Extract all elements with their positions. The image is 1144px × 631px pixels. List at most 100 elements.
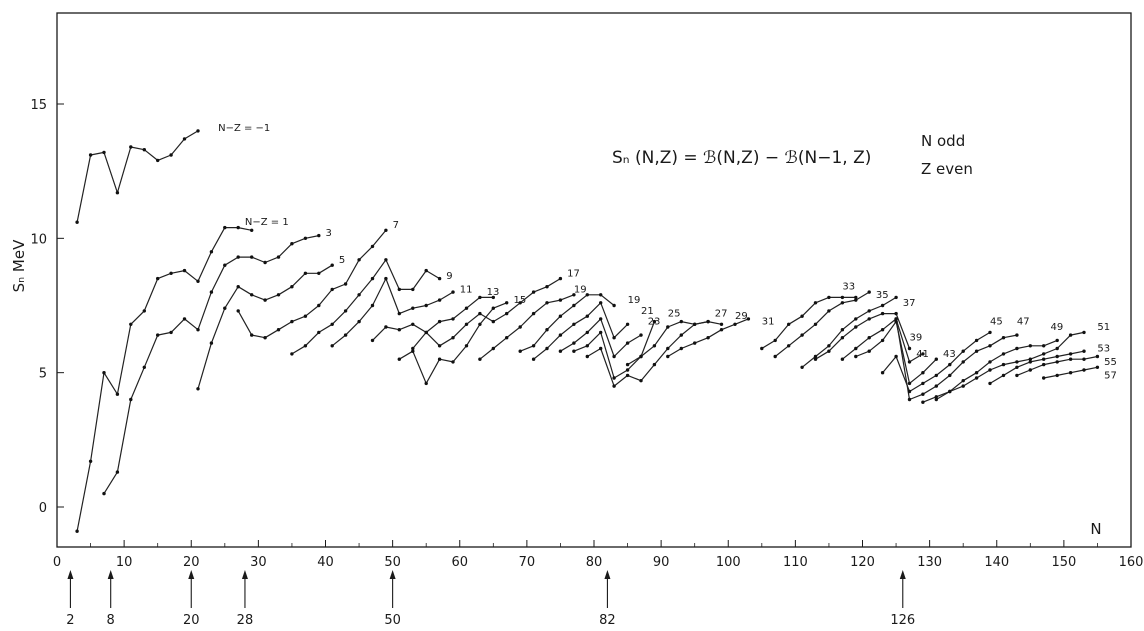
data-point xyxy=(907,397,912,402)
data-point xyxy=(652,344,657,348)
data-point xyxy=(599,346,603,351)
data-point xyxy=(75,220,79,224)
data-point xyxy=(290,242,294,246)
data-point xyxy=(531,290,536,294)
data-point xyxy=(787,344,791,348)
y-tick-label: 15 xyxy=(30,98,47,113)
data-point xyxy=(1028,344,1033,348)
data-point xyxy=(894,319,898,324)
x-tick-label: 140 xyxy=(984,555,1009,570)
x-tick-label: 0 xyxy=(53,555,61,570)
data-point xyxy=(894,311,898,316)
magic-number-arrowhead xyxy=(899,570,906,579)
data-point xyxy=(867,309,871,313)
data-point xyxy=(572,341,576,345)
data-point xyxy=(827,295,831,300)
data-point xyxy=(787,322,791,326)
y-axis-title: Sₙ MeV xyxy=(10,239,28,292)
data-point xyxy=(840,357,845,361)
data-point xyxy=(317,330,321,335)
data-point xyxy=(411,349,415,353)
data-point xyxy=(572,322,576,326)
data-point xyxy=(840,301,845,305)
data-point xyxy=(612,303,616,308)
data-point xyxy=(169,330,173,335)
x-tick-label: 90 xyxy=(653,555,670,570)
curve-label: 55 xyxy=(1104,357,1117,368)
magic-number-arrowhead xyxy=(107,570,114,579)
data-point xyxy=(531,357,536,361)
data-point xyxy=(907,389,912,394)
data-point xyxy=(921,352,925,356)
data-point xyxy=(974,376,979,380)
data-point xyxy=(1015,373,1019,378)
curve-label: 47 xyxy=(1017,317,1030,328)
data-point xyxy=(424,303,428,308)
data-point xyxy=(1082,330,1086,335)
data-point xyxy=(840,295,845,300)
data-point xyxy=(1068,371,1073,375)
data-point xyxy=(1042,352,1046,356)
curve-label: 27 xyxy=(715,309,728,320)
y-tick-label: 0 xyxy=(39,501,47,516)
series-line-35-19 xyxy=(774,291,870,357)
series-line-53-28 xyxy=(989,350,1085,384)
data-point xyxy=(800,314,804,318)
data-point xyxy=(854,298,858,302)
curve-label: 53 xyxy=(1097,344,1110,355)
data-point xyxy=(451,360,455,364)
data-point xyxy=(612,376,616,380)
curve-label: 13 xyxy=(487,287,500,298)
data-point xyxy=(1068,352,1073,356)
data-point xyxy=(1042,357,1046,361)
data-point xyxy=(1055,373,1059,378)
data-point xyxy=(827,344,831,348)
data-point xyxy=(424,330,428,335)
series-line-17-9 xyxy=(412,278,561,349)
data-point xyxy=(773,354,777,359)
data-point xyxy=(558,314,563,318)
data-point xyxy=(545,301,549,305)
data-point xyxy=(827,349,831,353)
series-line-19-10 xyxy=(479,294,575,360)
magic-number-label: 126 xyxy=(890,613,915,628)
data-point xyxy=(988,368,992,372)
magic-number-arrowhead xyxy=(67,570,74,579)
data-point xyxy=(585,330,589,335)
data-point xyxy=(236,285,240,289)
magic-number-label: 2 xyxy=(66,613,74,628)
data-point xyxy=(169,153,173,157)
data-point xyxy=(625,373,630,378)
data-point xyxy=(652,362,657,367)
data-point xyxy=(505,311,509,316)
data-point xyxy=(478,295,482,300)
data-point xyxy=(558,276,563,281)
data-point xyxy=(370,276,375,281)
data-point xyxy=(572,293,576,297)
data-point xyxy=(625,362,630,367)
data-point xyxy=(599,293,603,297)
series-line-25-14 xyxy=(573,321,655,379)
x-tick-label: 110 xyxy=(783,555,808,570)
data-point xyxy=(760,346,764,351)
x-tick-label: 40 xyxy=(317,555,334,570)
data-point xyxy=(478,311,482,316)
data-point xyxy=(854,354,858,359)
data-point xyxy=(411,346,415,351)
curve-label: 19 xyxy=(628,295,641,306)
curve-label: 23 xyxy=(648,317,661,328)
data-point xyxy=(961,360,965,364)
data-point xyxy=(1028,368,1033,372)
data-point xyxy=(451,336,455,340)
data-point xyxy=(156,158,160,163)
data-point xyxy=(639,333,643,337)
data-point xyxy=(464,306,469,310)
data-point xyxy=(1068,333,1073,337)
curve-label: 21 xyxy=(641,306,654,317)
data-point xyxy=(934,395,938,399)
data-point xyxy=(827,309,831,313)
series-line-21-12 xyxy=(533,302,629,360)
data-point xyxy=(733,322,737,326)
data-point xyxy=(706,336,710,340)
